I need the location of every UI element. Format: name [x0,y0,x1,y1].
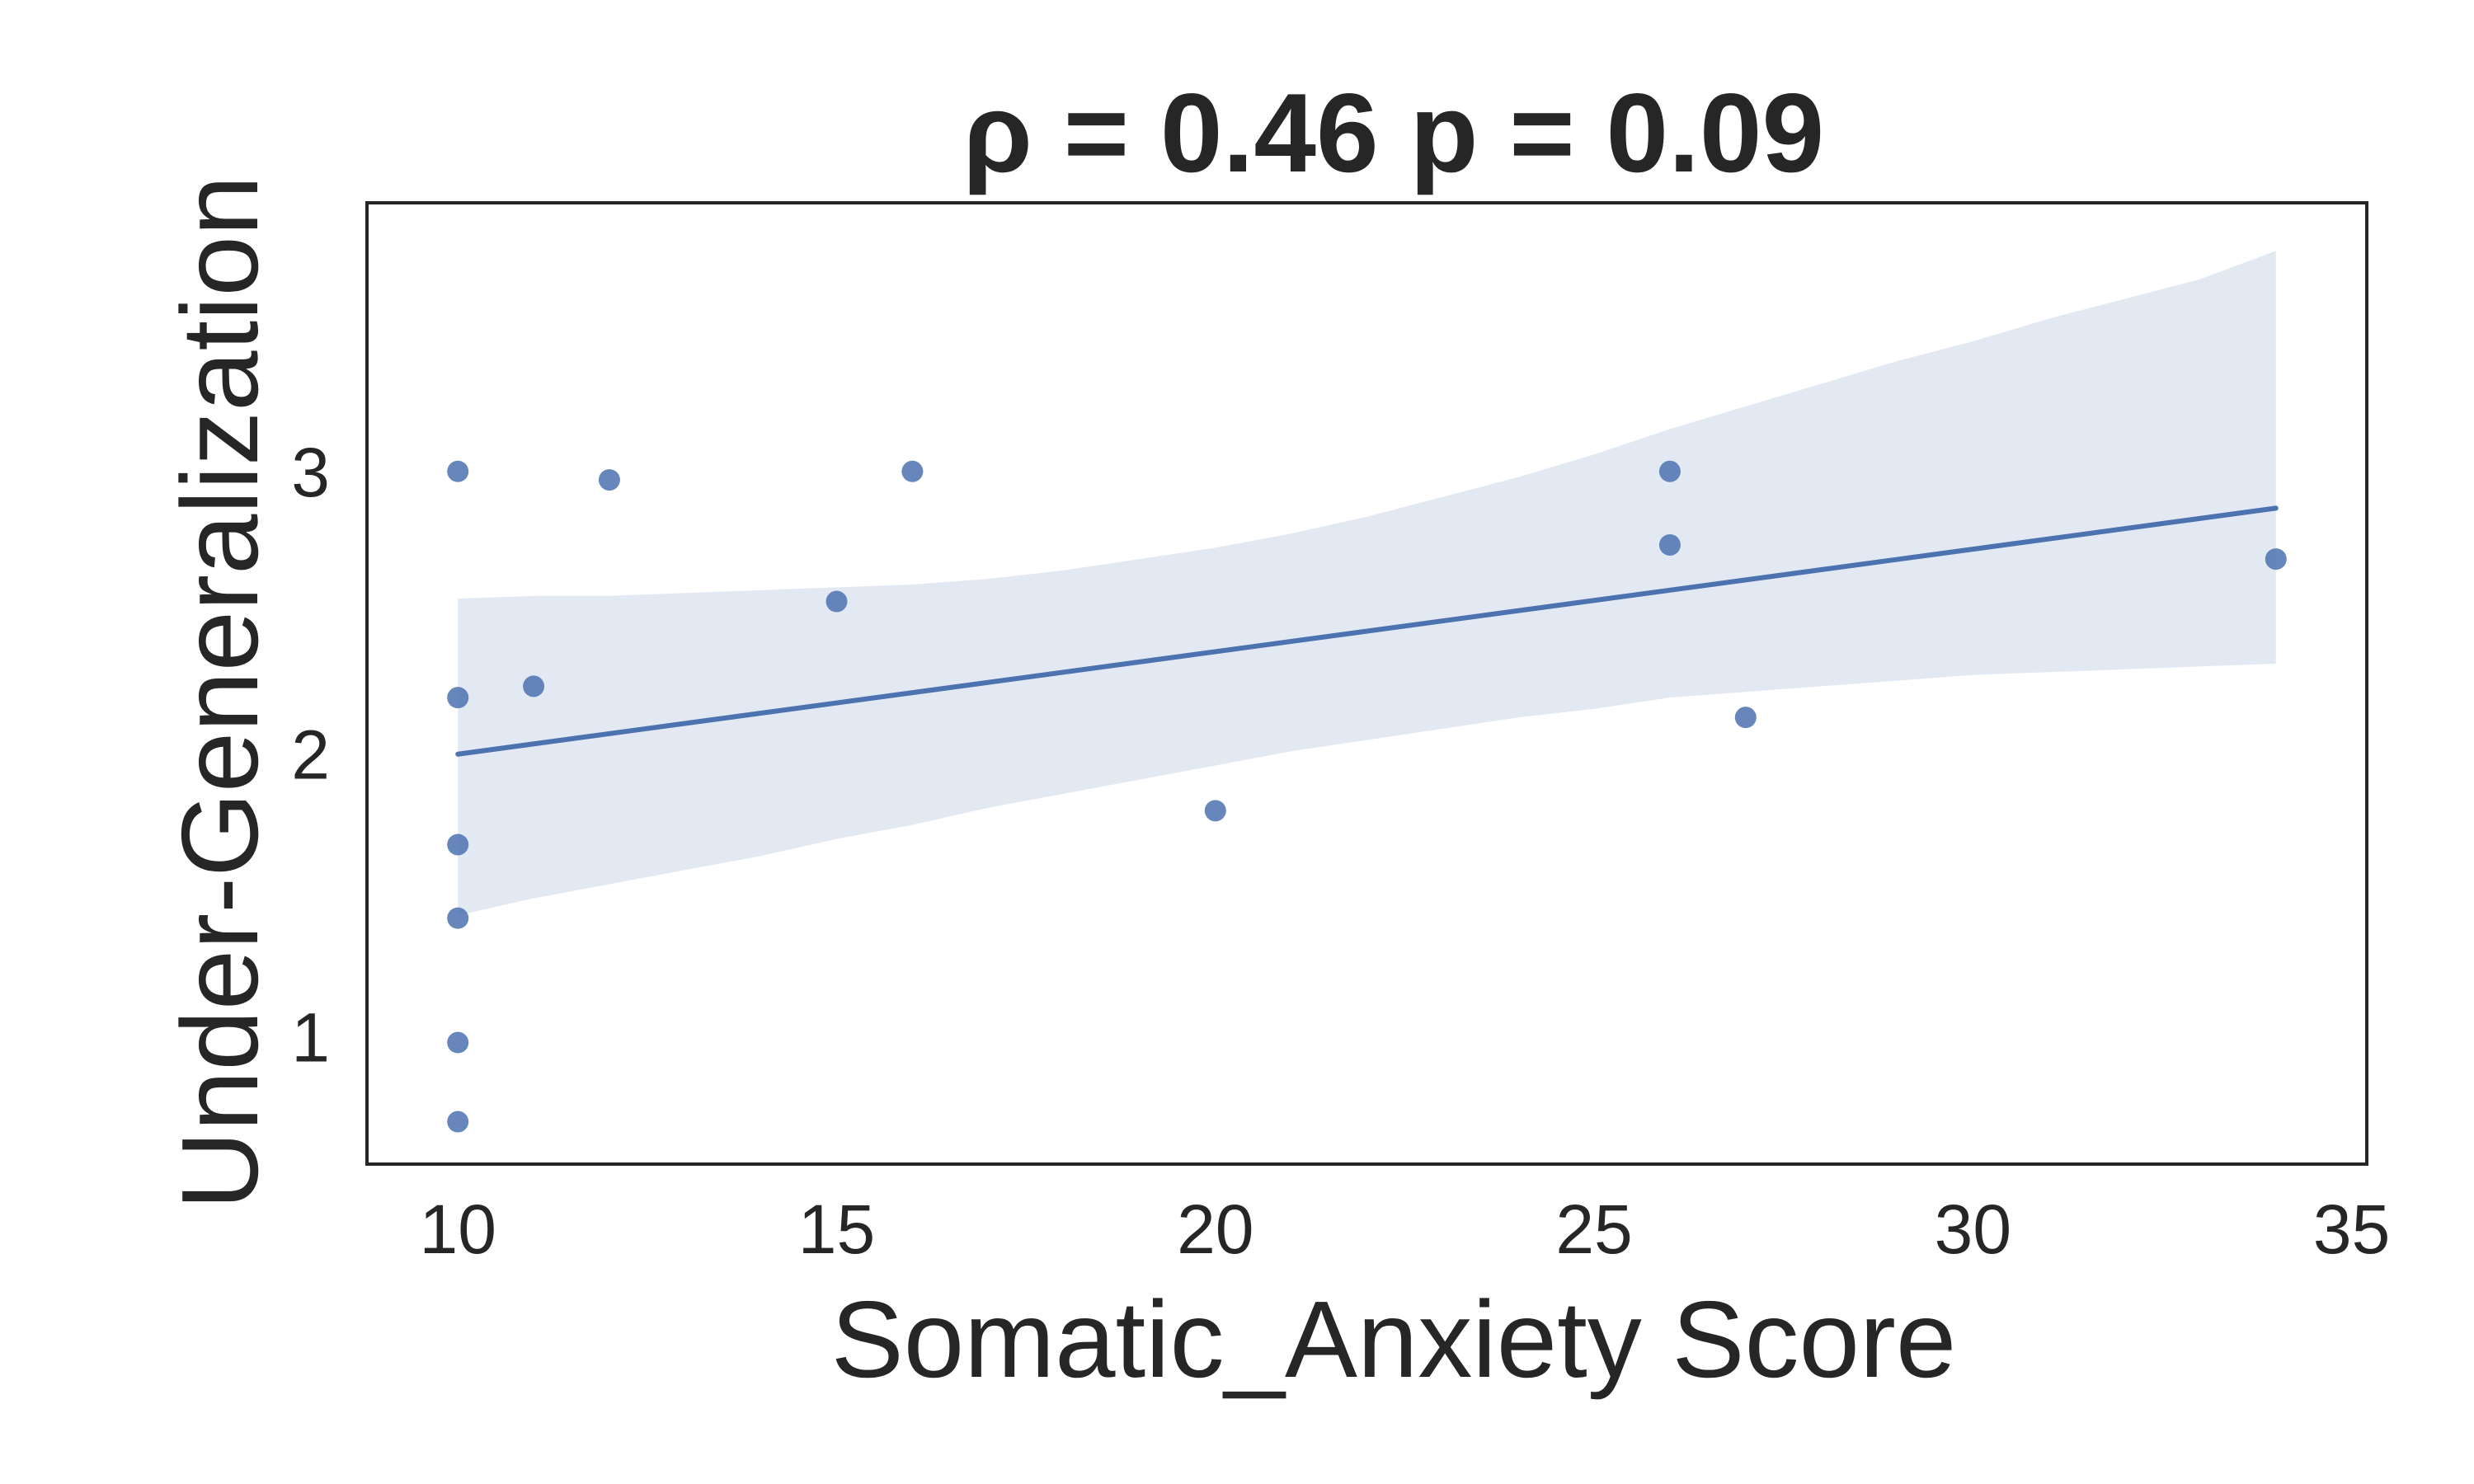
x-axis-ticks: 10 15 20 25 30 35 [420,1190,2391,1268]
y-axis-label: Under-Generalization [159,176,280,1210]
data-point [447,460,469,482]
x-tick-label: 25 [1555,1190,1632,1268]
data-point [447,834,469,856]
data-point [2265,548,2287,571]
x-tick-label: 20 [1177,1190,1253,1268]
confidence-band [458,251,2276,916]
data-point [1204,800,1226,822]
x-tick-label: 15 [798,1190,875,1268]
data-point [1658,533,1681,556]
chart-title: ρ = 0.46 p = 0.09 [963,70,1824,195]
data-point [1734,707,1757,729]
y-tick-label: 1 [291,999,330,1077]
data-point [447,1031,469,1054]
y-tick-label: 2 [291,716,330,794]
x-tick-label: 10 [420,1190,496,1268]
data-point [447,907,469,929]
x-tick-label: 35 [2313,1190,2390,1268]
plot-area [365,201,2368,1166]
data-point [598,469,620,491]
data-point [825,590,848,613]
regression-line [455,505,2279,757]
data-point [1658,460,1681,482]
y-tick-label: 3 [291,434,330,511]
data-point [447,1111,469,1133]
x-tick-label: 30 [1935,1190,2011,1268]
data-point [447,687,469,709]
data-point [523,675,545,697]
x-axis-label: Somatic_Anxiety Score [831,1279,1957,1400]
plot-frame [365,201,2368,1166]
data-point [901,460,924,482]
y-axis-ticks: 1 2 3 [291,434,330,1077]
